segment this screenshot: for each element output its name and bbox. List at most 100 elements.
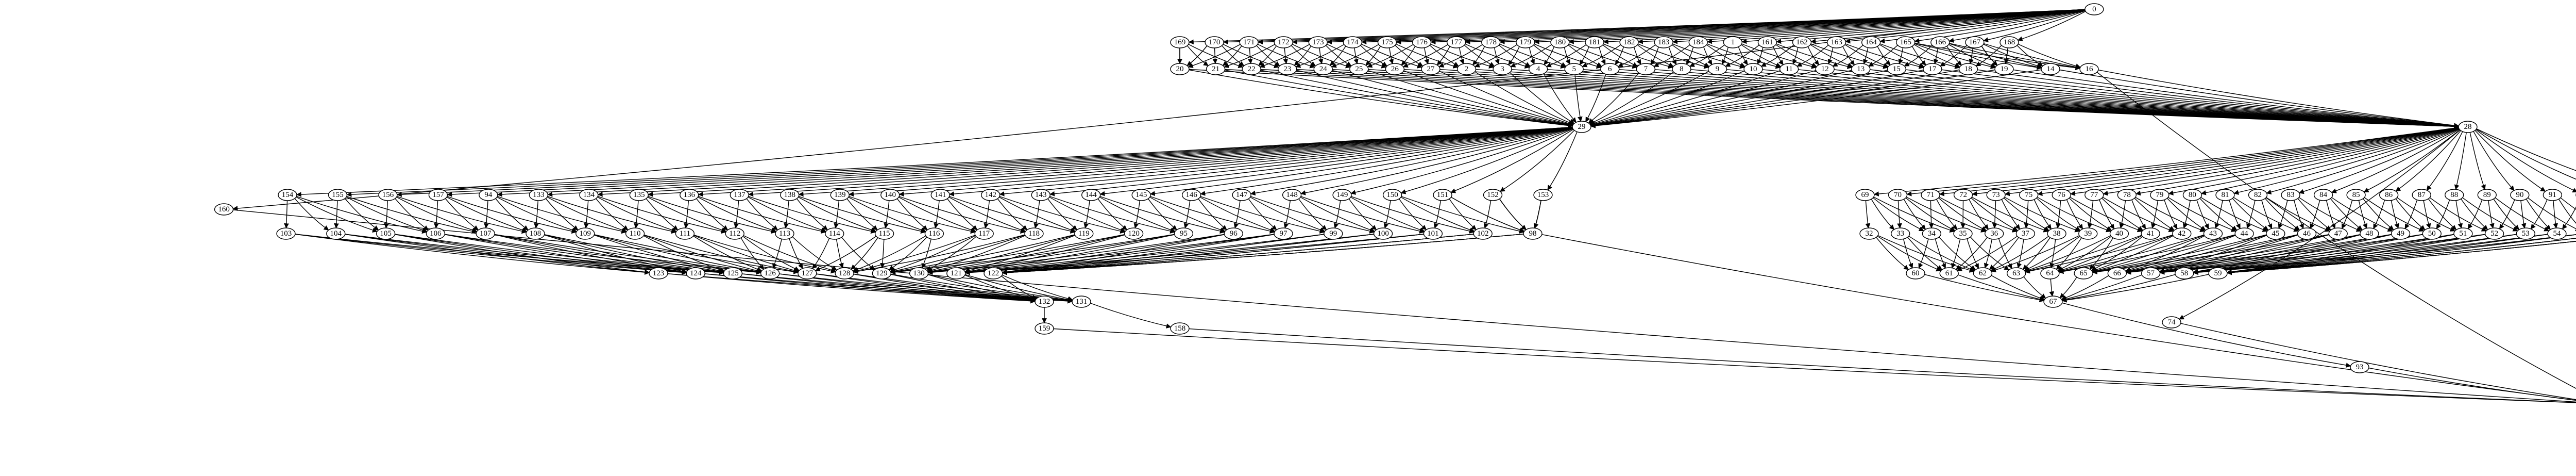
node-102[interactable]: 102: [1473, 227, 1493, 240]
node-126[interactable]: 126: [760, 267, 780, 280]
node-83[interactable]: 83: [2281, 189, 2300, 201]
node-34[interactable]: 34: [1922, 227, 1942, 240]
node-79[interactable]: 79: [2150, 189, 2170, 201]
node-11[interactable]: 11: [1779, 63, 1799, 75]
node-47[interactable]: 47: [2328, 227, 2348, 240]
node-7[interactable]: 7: [1636, 63, 1656, 75]
node-177[interactable]: 177: [1446, 36, 1466, 48]
node-113[interactable]: 113: [775, 227, 794, 240]
node-35[interactable]: 35: [1953, 227, 1973, 240]
node-51[interactable]: 51: [2453, 227, 2473, 240]
node-0[interactable]: 0: [2084, 3, 2104, 15]
node-46[interactable]: 46: [2297, 227, 2317, 240]
node-114[interactable]: 114: [825, 227, 844, 240]
node-66[interactable]: 66: [2107, 267, 2127, 280]
node-125[interactable]: 125: [723, 267, 743, 280]
node-18[interactable]: 18: [1958, 63, 1978, 75]
node-48[interactable]: 48: [2360, 227, 2379, 240]
node-24[interactable]: 24: [1313, 63, 1333, 75]
node-64[interactable]: 64: [2040, 267, 2060, 280]
node-101[interactable]: 101: [1423, 227, 1443, 240]
node-6[interactable]: 6: [1600, 63, 1620, 75]
node-148[interactable]: 148: [1282, 189, 1302, 201]
node-53[interactable]: 53: [2516, 227, 2535, 240]
node-5[interactable]: 5: [1564, 63, 1584, 75]
node-9[interactable]: 9: [1707, 63, 1727, 75]
node-41[interactable]: 41: [2141, 227, 2160, 240]
node-73[interactable]: 73: [1986, 189, 2006, 201]
node-167[interactable]: 167: [1965, 36, 1985, 48]
node-135[interactable]: 135: [629, 189, 649, 201]
node-143[interactable]: 143: [1031, 189, 1050, 201]
node-54[interactable]: 54: [2547, 227, 2567, 240]
node-111[interactable]: 111: [675, 227, 695, 240]
node-169[interactable]: 169: [1170, 36, 1190, 48]
node-132[interactable]: 132: [1035, 296, 1054, 308]
node-157[interactable]: 157: [428, 189, 448, 201]
node-38[interactable]: 38: [2047, 227, 2066, 240]
node-133[interactable]: 133: [529, 189, 549, 201]
node-172[interactable]: 172: [1274, 36, 1293, 48]
node-139[interactable]: 139: [830, 189, 850, 201]
node-136[interactable]: 136: [680, 189, 699, 201]
node-150[interactable]: 150: [1382, 189, 1402, 201]
node-16[interactable]: 16: [2079, 63, 2099, 75]
node-137[interactable]: 137: [730, 189, 750, 201]
node-174[interactable]: 174: [1343, 36, 1363, 48]
node-116[interactable]: 116: [924, 227, 944, 240]
node-10[interactable]: 10: [1743, 63, 1763, 75]
node-140[interactable]: 140: [880, 189, 900, 201]
node-60[interactable]: 60: [1906, 267, 1925, 280]
node-78[interactable]: 78: [2117, 189, 2137, 201]
node-144[interactable]: 144: [1081, 189, 1101, 201]
node-3[interactable]: 3: [1493, 63, 1512, 75]
node-62[interactable]: 62: [1973, 267, 1993, 280]
node-123[interactable]: 123: [649, 267, 668, 280]
node-4[interactable]: 4: [1528, 63, 1548, 75]
node-182[interactable]: 182: [1619, 36, 1639, 48]
node-70[interactable]: 70: [1888, 189, 1908, 201]
node-86[interactable]: 86: [2379, 189, 2399, 201]
node-180[interactable]: 180: [1550, 36, 1570, 48]
node-84[interactable]: 84: [2313, 189, 2333, 201]
node-171[interactable]: 171: [1239, 36, 1259, 48]
node-50[interactable]: 50: [2422, 227, 2442, 240]
node-117[interactable]: 117: [974, 227, 994, 240]
node-141[interactable]: 141: [930, 189, 950, 201]
node-89[interactable]: 89: [2477, 189, 2497, 201]
node-160[interactable]: 160: [214, 203, 234, 216]
node-81[interactable]: 81: [2215, 189, 2235, 201]
node-74[interactable]: 74: [2162, 316, 2181, 329]
node-82[interactable]: 82: [2248, 189, 2268, 201]
node-96[interactable]: 96: [1224, 227, 1243, 240]
node-129[interactable]: 129: [872, 267, 892, 280]
node-14[interactable]: 14: [2041, 63, 2060, 75]
node-145[interactable]: 145: [1131, 189, 1151, 201]
node-173[interactable]: 173: [1308, 36, 1328, 48]
node-152[interactable]: 152: [1483, 189, 1503, 201]
node-97[interactable]: 97: [1274, 227, 1293, 240]
node-163[interactable]: 163: [1826, 36, 1846, 48]
node-32[interactable]: 32: [1859, 227, 1879, 240]
node-120[interactable]: 120: [1124, 227, 1144, 240]
node-115[interactable]: 115: [874, 227, 894, 240]
node-170[interactable]: 170: [1205, 36, 1224, 48]
node-44[interactable]: 44: [2234, 227, 2254, 240]
node-43[interactable]: 43: [2203, 227, 2223, 240]
node-183[interactable]: 183: [1654, 36, 1673, 48]
node-179[interactable]: 179: [1516, 36, 1535, 48]
node-22[interactable]: 22: [1242, 63, 1261, 75]
node-128[interactable]: 128: [835, 267, 854, 280]
node-26[interactable]: 26: [1385, 63, 1405, 75]
node-104[interactable]: 104: [326, 227, 346, 240]
node-13[interactable]: 13: [1851, 63, 1871, 75]
node-95[interactable]: 95: [1174, 227, 1194, 240]
node-168[interactable]: 168: [1999, 36, 2019, 48]
node-40[interactable]: 40: [2109, 227, 2129, 240]
node-19[interactable]: 19: [1994, 63, 2014, 75]
node-37[interactable]: 37: [2015, 227, 2036, 240]
node-166[interactable]: 166: [1930, 36, 1950, 48]
node-65[interactable]: 65: [2074, 267, 2093, 280]
node-165[interactable]: 165: [1896, 36, 1916, 48]
node-142[interactable]: 142: [981, 189, 1001, 201]
